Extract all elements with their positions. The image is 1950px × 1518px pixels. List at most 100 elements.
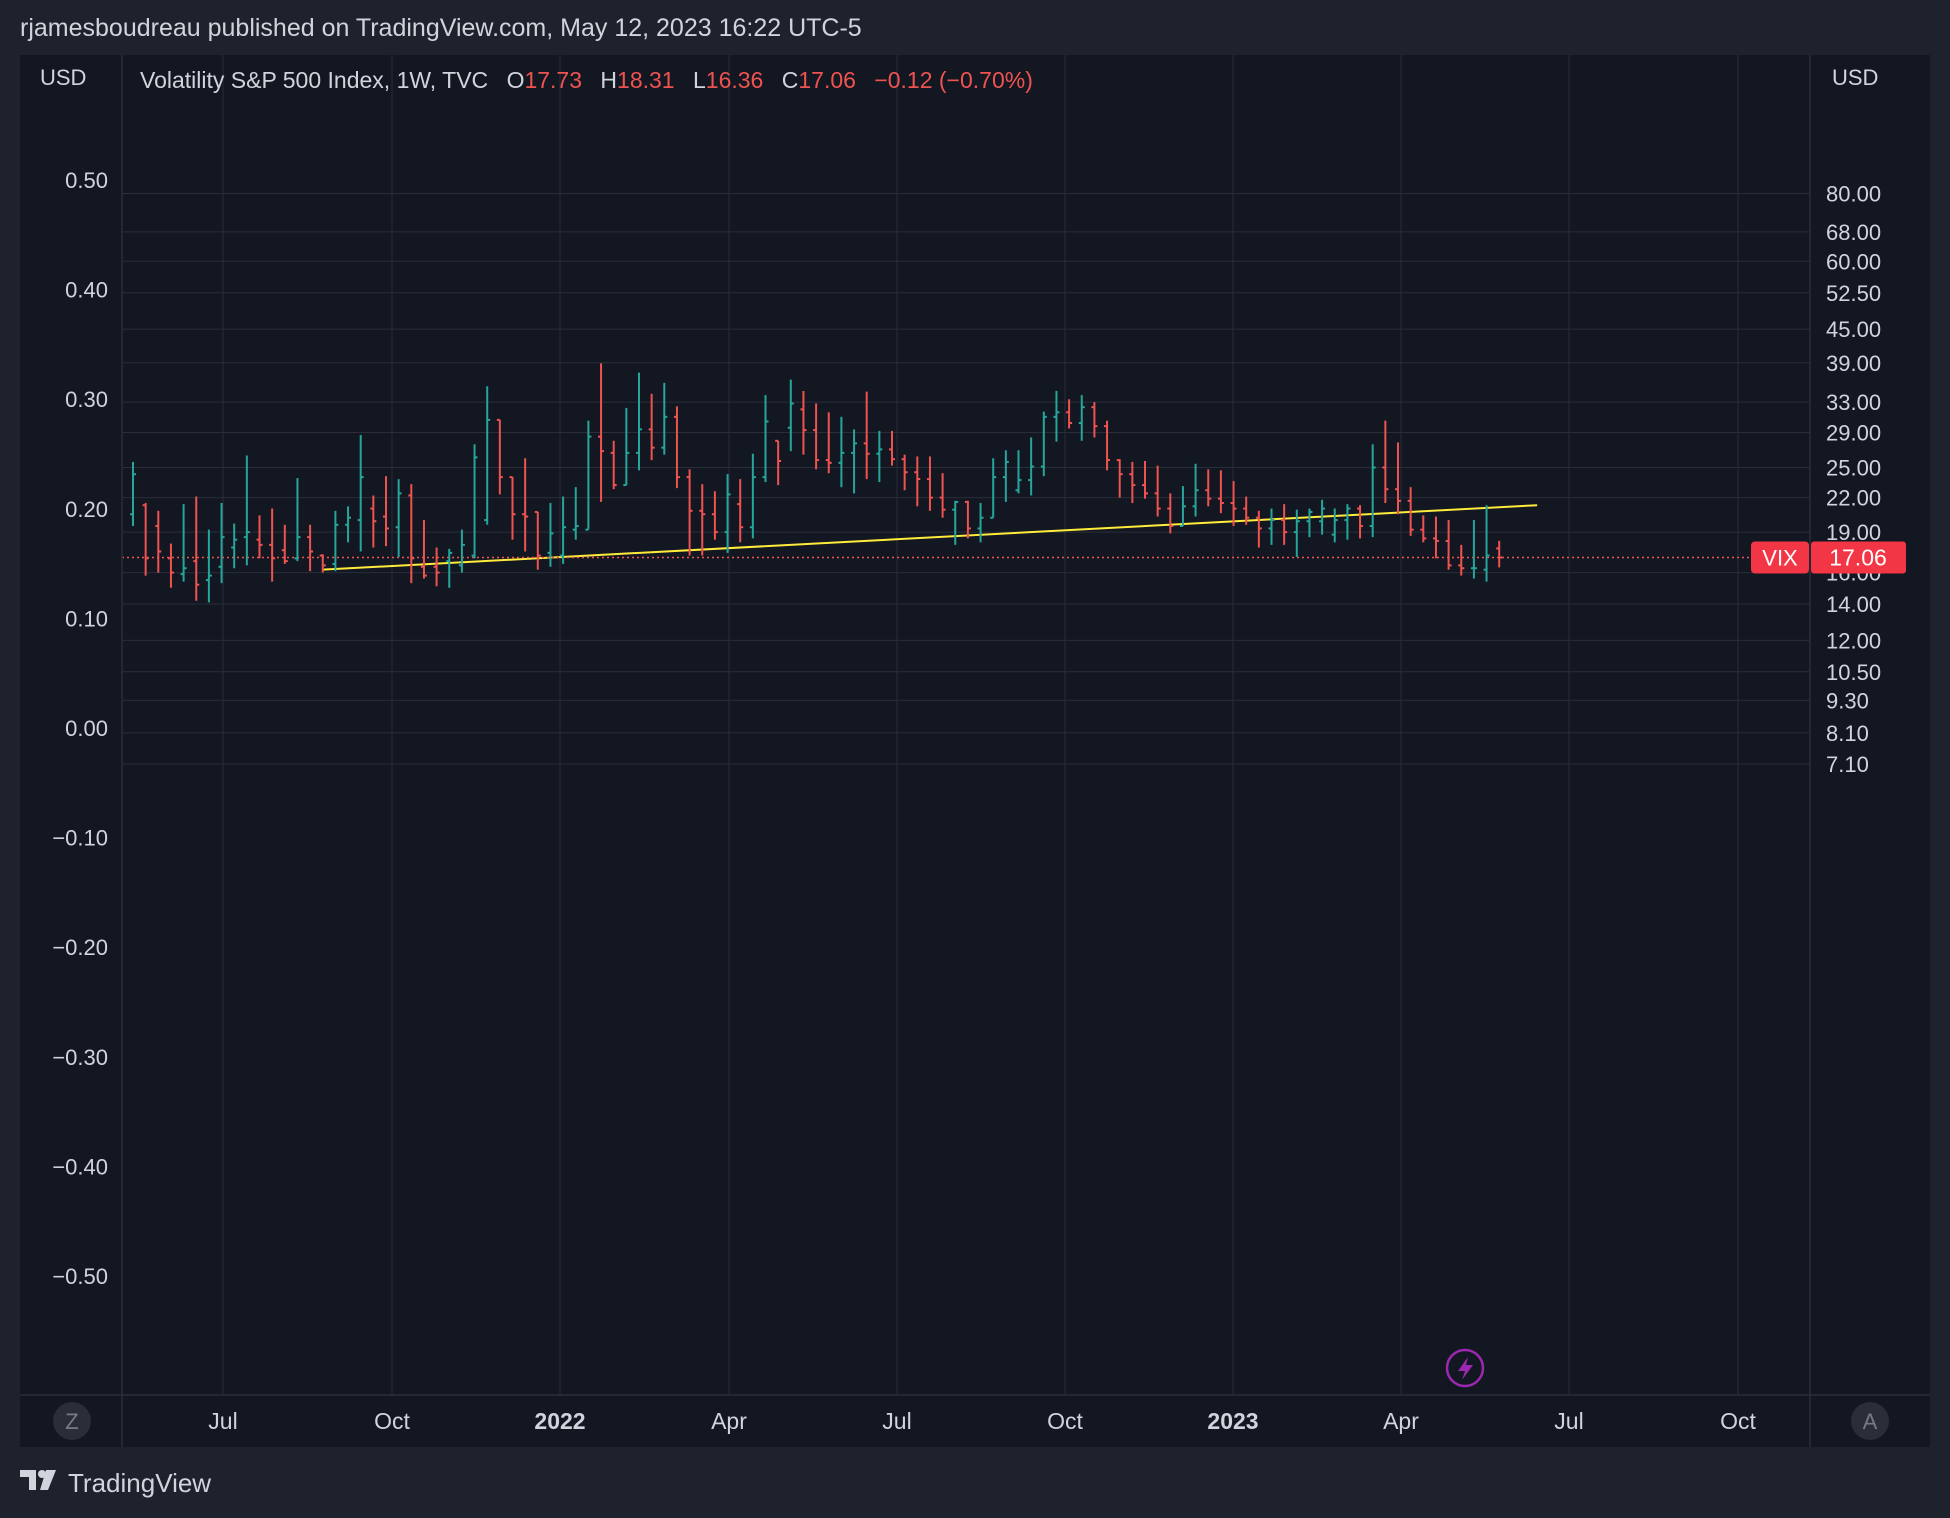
ohlc-bar	[420, 520, 427, 579]
ohlc-bar	[990, 458, 997, 519]
ohlc-bar	[307, 524, 314, 572]
ohlc-bar	[1331, 508, 1338, 543]
ohlc-bar	[851, 429, 858, 494]
ohlc-bar	[1217, 470, 1224, 514]
ohlc-bar	[1369, 444, 1376, 538]
ohlc-bar	[193, 496, 200, 601]
ohlc-bar	[724, 474, 731, 553]
ohlc-bar	[243, 455, 250, 566]
ohlc-bar	[623, 407, 630, 487]
ohlc-bar	[205, 529, 212, 603]
ohlc-bar	[1319, 499, 1326, 535]
ohlc-bar	[1002, 450, 1009, 502]
ohlc-bar	[775, 439, 782, 486]
ohlc-bar	[1091, 402, 1098, 438]
right-tick-label: 39.00	[1826, 351, 1881, 376]
ohlc-bar	[332, 510, 339, 572]
time-tick-label: Oct	[1720, 1408, 1756, 1434]
left-tick-label: −0.30	[52, 1045, 108, 1070]
ohlc-bar	[1167, 493, 1174, 534]
right-tick-label: 9.30	[1826, 688, 1869, 713]
ohlc-bar	[509, 476, 516, 540]
scale-z-button[interactable]: Z	[53, 1402, 91, 1440]
ohlc-bar	[1205, 469, 1212, 507]
ohlc-bar	[1230, 481, 1237, 527]
ohlc-bar	[269, 508, 276, 582]
ohlc-bar	[661, 382, 668, 455]
ohlc-bar	[813, 403, 820, 470]
right-tick-label: 60.00	[1826, 249, 1881, 274]
legend-l-label: L	[693, 67, 706, 93]
ohlc-bar	[711, 491, 718, 540]
ohlc-bar	[167, 543, 174, 588]
auto-scale-button[interactable]: A	[1851, 1402, 1889, 1440]
ohlc-bar	[686, 469, 693, 556]
ohlc-bar	[471, 444, 478, 559]
ohlc-bar	[1015, 450, 1022, 494]
ohlc-bar	[130, 461, 136, 527]
tradingview-logo[interactable]: TradingView	[20, 1468, 211, 1499]
legend-h-label: H	[600, 67, 617, 93]
ohlc-bar	[522, 458, 529, 552]
right-tick-label: 12.00	[1826, 628, 1881, 653]
ohlc-bar	[1066, 399, 1073, 429]
right-tick-label: 29.00	[1826, 421, 1881, 446]
ohlc-bar	[673, 406, 680, 489]
ohlc-bar	[1395, 442, 1401, 515]
ohlc-bar	[762, 395, 769, 483]
left-tick-label: −0.10	[52, 826, 108, 851]
ohlc-bar	[370, 495, 377, 548]
ohlc-bar	[1129, 461, 1136, 504]
symbol-tag-bg	[1751, 541, 1809, 574]
ohlc-bar	[1420, 515, 1427, 543]
trendline-segment[interactable]	[322, 504, 1538, 571]
left-tick-label: −0.50	[52, 1264, 108, 1289]
time-tick-label: Apr	[1383, 1408, 1419, 1434]
right-tick-label: 19.00	[1826, 520, 1881, 545]
ohlc-bar	[876, 430, 883, 483]
ohlc-bar	[889, 430, 895, 466]
ohlc-bars	[130, 363, 1503, 603]
ohlc-bar	[952, 500, 959, 545]
right-tick-label: 68.00	[1826, 220, 1881, 245]
ohlc-bar	[1078, 395, 1085, 441]
ohlc-bar	[458, 529, 465, 573]
legend-symbol: Volatility S&P 500 Index, 1W, TVC	[140, 67, 488, 93]
ohlc-bar	[598, 363, 605, 502]
ohlc-bar	[1116, 459, 1123, 498]
ohlc-bar	[1028, 437, 1035, 496]
right-tick-label: 14.00	[1826, 592, 1881, 617]
left-tick-label: −0.20	[52, 935, 108, 960]
ohlc-bar	[395, 479, 402, 557]
legend-o-value: 17.73	[524, 67, 582, 93]
ohlc-chart[interactable]: 0.50 0.40 0.30 0.20 0.10 0.00 −0.10 −0.20 −0.30 −…	[20, 55, 1930, 1447]
ohlc-bar	[1268, 508, 1275, 545]
ohlc-bar	[838, 416, 845, 488]
right-tick-label: 8.10	[1826, 721, 1869, 746]
ohlc-bar	[281, 524, 288, 564]
chart-frame[interactable]: 0.50 0.40 0.30 0.20 0.10 0.00 −0.10 −0.20 −0.30 −…	[20, 55, 1930, 1447]
ohlc-bar	[1357, 505, 1364, 539]
ohlc-bar	[737, 479, 744, 543]
tradingview-brand: TradingView	[68, 1468, 212, 1498]
scale-z-label: Z	[65, 1409, 78, 1434]
ohlc-bar	[560, 496, 567, 564]
ohlc-bar	[294, 478, 301, 562]
time-axis: Jul Oct 2022 Apr Jul Oct 2023 Apr Jul Oct	[208, 1408, 1756, 1434]
legend-c-value: 17.06	[798, 67, 856, 93]
time-tick-label: Jul	[208, 1408, 237, 1434]
price-tag-bg	[1811, 541, 1906, 574]
ohlc-bar	[1154, 465, 1161, 517]
tradingview-logo-icon	[20, 1468, 60, 1499]
right-tick-label: 80.00	[1826, 182, 1881, 207]
legend-c-label: C	[782, 67, 799, 93]
ohlc-bar	[142, 503, 149, 576]
ohlc-bar	[926, 456, 933, 511]
ohlc-bar	[1293, 509, 1300, 557]
lightning-icon[interactable]	[1445, 1348, 1485, 1388]
ohlc-bar	[231, 523, 238, 569]
right-tick-label: 22.00	[1826, 486, 1881, 511]
ohlc-bar	[800, 390, 807, 455]
ohlc-bar	[1192, 463, 1199, 517]
ohlc-bar	[547, 503, 554, 567]
